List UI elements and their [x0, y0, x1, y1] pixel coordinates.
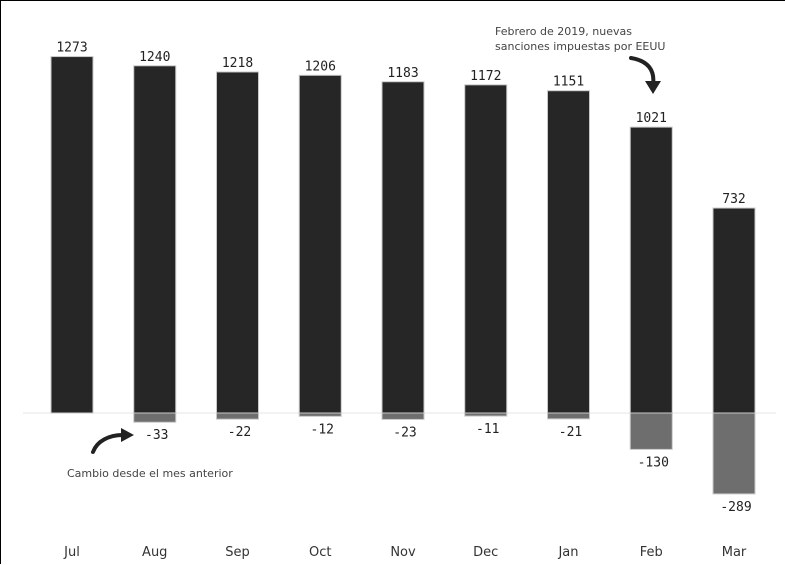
sanctions-annotation-line1: Febrero de 2019, nuevas: [495, 25, 632, 38]
category-label: Feb: [640, 545, 663, 560]
change-label: -289: [720, 500, 751, 515]
category-label: Jan: [557, 545, 578, 560]
sanctions-annotation-line2: sanciones impuestas por EEUU: [495, 40, 665, 53]
change-label: -12: [311, 422, 334, 437]
level-bar: [630, 127, 672, 413]
change-bar: [548, 413, 590, 419]
level-bar: [465, 85, 507, 413]
value-label: 732: [722, 192, 745, 207]
level-bar: [51, 57, 93, 413]
level-bar: [713, 208, 755, 413]
value-label: 1273: [56, 41, 87, 56]
value-label: 1021: [636, 111, 667, 126]
change-label: -11: [476, 422, 499, 437]
category-label: Jul: [63, 545, 80, 560]
level-bar: [382, 82, 424, 413]
value-label: 1218: [222, 56, 253, 71]
change-bar: [217, 413, 259, 419]
change-bar: [713, 413, 755, 494]
level-bar: [134, 66, 176, 413]
change-note-annotation: Cambio desde el mes anterior: [67, 467, 233, 480]
change-label: -33: [145, 428, 168, 443]
curved-arrow-icon: [93, 435, 123, 452]
arrowhead-icon: [121, 428, 134, 442]
change-label: -21: [559, 425, 582, 440]
change-bar: [299, 413, 341, 416]
value-label: 1151: [553, 75, 584, 90]
category-label: Aug: [142, 545, 167, 560]
change-label: -130: [638, 455, 669, 470]
level-bar: [299, 75, 341, 413]
change-bar: [134, 413, 176, 422]
value-label: 1172: [470, 69, 501, 84]
value-label: 1240: [139, 50, 170, 65]
arrowhead-icon: [645, 81, 661, 94]
change-bar: [465, 413, 507, 416]
change-label: -23: [393, 425, 416, 440]
category-label: Sep: [225, 545, 250, 560]
curved-arrow-icon: [631, 58, 653, 85]
category-label: Dec: [473, 545, 498, 560]
level-bar: [548, 91, 590, 413]
change-bar: [382, 413, 424, 419]
change-label: -22: [228, 425, 251, 440]
value-label: 1206: [305, 59, 336, 74]
value-label: 1183: [387, 66, 418, 81]
category-label: Nov: [390, 545, 416, 560]
category-label: Oct: [309, 545, 331, 560]
level-bar: [217, 72, 259, 413]
category-label: Mar: [722, 545, 747, 560]
change-bar: [630, 413, 672, 449]
